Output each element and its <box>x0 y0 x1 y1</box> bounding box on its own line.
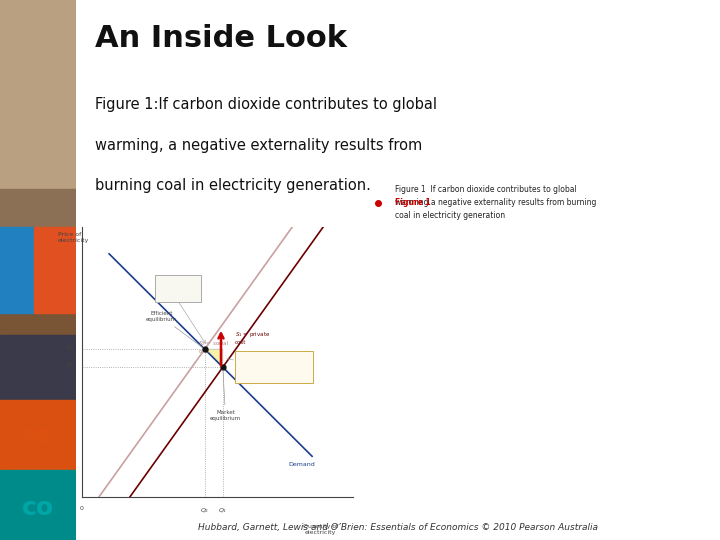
Text: warming, a negative externality results from: warming, a negative externality results … <box>95 138 422 153</box>
Text: Demand: Demand <box>288 462 315 467</box>
Text: Figure 1  If carbon dioxide contributes to global
warming a negative externality: Figure 1 If carbon dioxide contributes t… <box>395 186 596 219</box>
Text: Deadweight
loss: Deadweight loss <box>161 283 194 294</box>
Bar <box>34 227 76 313</box>
Text: An Inside Look: An Inside Look <box>95 24 347 53</box>
Text: Cost of carbon
dioxide emissions: Cost of carbon dioxide emissions <box>250 362 299 373</box>
Text: $S_2$ = social
cost: $S_2$ = social cost <box>199 339 230 354</box>
Bar <box>0 400 76 470</box>
Bar <box>0 470 76 540</box>
Text: $Q_2$: $Q_2$ <box>200 507 210 515</box>
Text: Price of
electricity: Price of electricity <box>58 232 89 243</box>
Bar <box>0 227 34 313</box>
Text: $S_1$ = private
cost: $S_1$ = private cost <box>235 330 270 345</box>
Text: Figure 1: Figure 1 <box>395 198 431 207</box>
Text: $P_2$: $P_2$ <box>66 344 76 354</box>
Bar <box>0 189 76 243</box>
Text: 0: 0 <box>80 507 84 511</box>
Bar <box>0 302 76 346</box>
Text: ss: ss <box>23 423 53 447</box>
Polygon shape <box>204 349 222 367</box>
Text: $P_1$: $P_1$ <box>66 362 76 372</box>
Text: Figure 1:If carbon dioxide contributes to global: Figure 1:If carbon dioxide contributes t… <box>95 97 437 112</box>
Text: burning coal in electricity generation.: burning coal in electricity generation. <box>95 178 371 193</box>
FancyBboxPatch shape <box>155 275 201 302</box>
Text: co: co <box>22 496 54 519</box>
Text: Hubbard, Garnett, Lewis and O’Brien: Essentials of Economics © 2010 Pearson Aust: Hubbard, Garnett, Lewis and O’Brien: Ess… <box>198 523 598 532</box>
Bar <box>0 335 76 410</box>
FancyBboxPatch shape <box>235 351 313 383</box>
Text: Quantity of
electricity: Quantity of electricity <box>302 524 338 535</box>
Text: $Q_1$: $Q_1$ <box>218 507 228 515</box>
Text: Market
equilibrium: Market equilibrium <box>210 370 241 421</box>
Text: Efficient
equilibrium: Efficient equilibrium <box>146 312 202 348</box>
Bar <box>0 0 76 205</box>
